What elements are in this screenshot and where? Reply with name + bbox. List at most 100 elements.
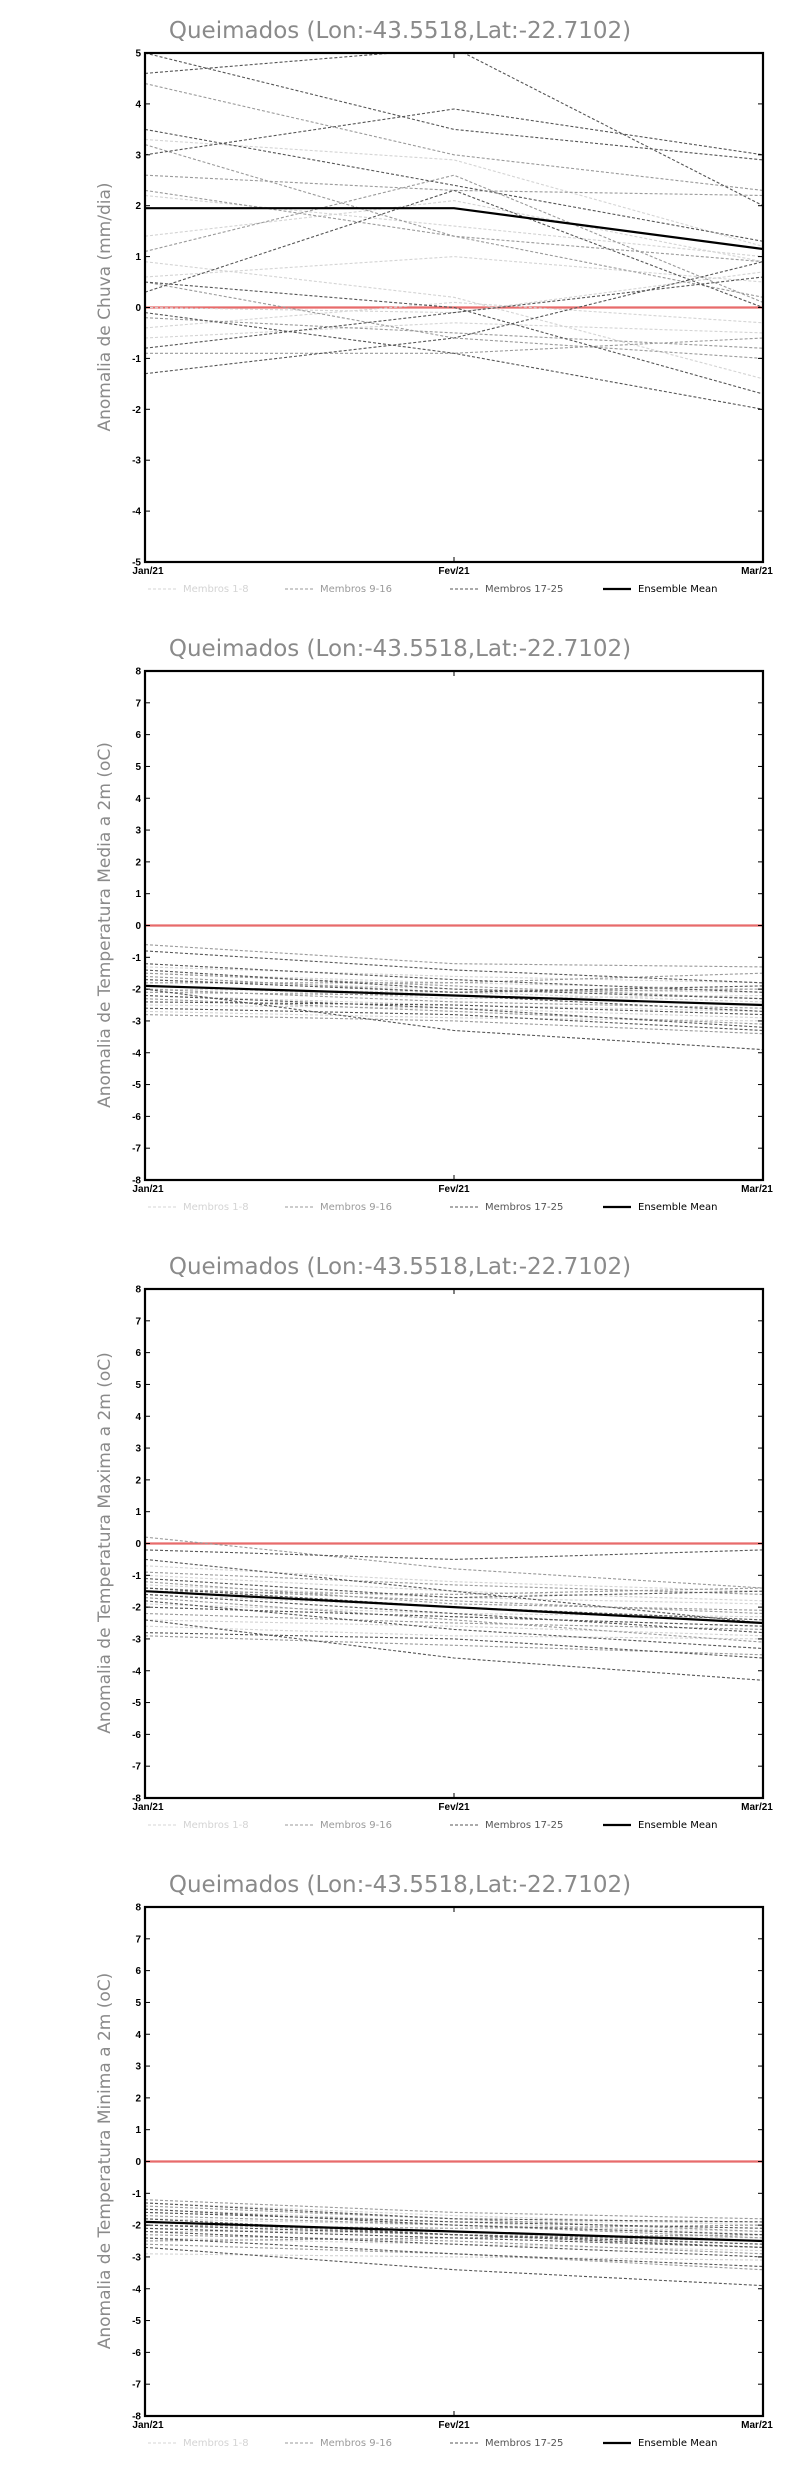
series-group: [145, 1536, 763, 1681]
series-line-group-3: [145, 2246, 763, 2287]
y-tick-label: 5: [135, 49, 141, 60]
series-line-group-3: [145, 2224, 763, 2245]
series-line-group-1: [145, 2211, 763, 2223]
series-line-group-3: [145, 1007, 763, 1032]
series-line-group-3: [145, 1549, 763, 1560]
x-tick-label: Jan/21: [132, 2420, 164, 2431]
series-line-group-2: [145, 998, 763, 1025]
series-line-group-1: [145, 2218, 763, 2233]
series-line-group-1: [145, 972, 763, 990]
series-line-group-1: [145, 1584, 763, 1605]
x-tick-label: Fev/21: [438, 1184, 470, 1195]
chart-panel-temperatura-media: Queimados (Lon:-43.5518,Lat:-22.7102) An…: [0, 618, 800, 1236]
series-line-group-2: [145, 2243, 763, 2271]
series-line-group-3: [145, 189, 763, 309]
chart-svg: Queimados (Lon:-43.5518,Lat:-22.7102) An…: [95, 1254, 773, 1831]
chart-svg: Queimados (Lon:-43.5518,Lat:-22.7102) An…: [95, 18, 773, 595]
series-line-group-1: [145, 194, 763, 258]
x-tick-label: Fev/21: [438, 2420, 470, 2431]
y-tick-label: -7: [132, 1144, 141, 1155]
y-tick-label: -3: [132, 1634, 141, 1645]
chart-title: Queimados (Lon:-43.5518,Lat:-22.7102): [169, 1254, 631, 1280]
legend-label: Membros 9-16: [320, 2438, 392, 2449]
y-tick-label: -8: [132, 1176, 141, 1187]
y-tick-label: 7: [135, 1934, 141, 1945]
y-tick-label: -7: [132, 2380, 141, 2391]
legend: Membros 1-8 Membros 9-16 Membros 17-25 Ense…: [148, 1820, 717, 1831]
y-tick-label: 5: [135, 762, 141, 773]
chart-svg: Queimados (Lon:-43.5518,Lat:-22.7102) An…: [95, 1872, 773, 2449]
series-line-group-1: [145, 2208, 763, 2236]
y-tick-label: 8: [135, 1903, 141, 1914]
y-tick-label: 4: [135, 99, 141, 110]
legend-label: Ensemble Mean: [638, 584, 717, 595]
y-tick-label: -2: [132, 985, 141, 996]
series-line-group-2: [145, 2215, 763, 2239]
legend-label: Membros 17-25: [485, 1820, 563, 1831]
y-tick-label: 2: [135, 1475, 141, 1486]
series-line-ensemble-mean: [145, 2220, 763, 2243]
series-line-group-3: [145, 128, 763, 242]
series-line-group-1: [145, 261, 763, 380]
series-line-group-3: [145, 2202, 763, 2223]
y-tick-label: 8: [135, 1285, 141, 1296]
legend: Membros 1-8 Membros 9-16 Membros 17-25 Ense…: [148, 584, 717, 595]
series-line-group-2: [145, 1536, 763, 1589]
y-tick-label: 4: [135, 1412, 141, 1423]
y-tick-label: -6: [132, 1730, 141, 1741]
series-line-group-2: [145, 1597, 763, 1643]
series-line-group-2: [145, 975, 763, 993]
series-line-group-2: [145, 2234, 763, 2255]
legend-label: Membros 9-16: [320, 1202, 392, 1213]
plot-area: -5 -4 -3 -2 -1 0 1 2 3 4 5 Jan/21 Fev/21 Mar/21: [132, 49, 773, 578]
series-line-group-1: [145, 1625, 763, 1640]
y-axis-label: Anomalia de Temperatura Maxima a 2m (oC): [95, 1352, 115, 1734]
series-line-group-1: [145, 256, 763, 283]
y-tick-label: 0: [135, 921, 141, 932]
y-tick-label: -6: [132, 1112, 141, 1123]
series-line-ensemble-mean: [145, 984, 763, 1007]
legend: Membros 1-8 Membros 9-16 Membros 17-25 Ense…: [148, 2438, 717, 2449]
y-tick-label: 1: [135, 2125, 141, 2136]
series-line-group-3: [145, 1619, 763, 1681]
series-line-group-2: [145, 1587, 763, 1615]
series-line-group-2: [145, 174, 763, 303]
legend-label: Membros 1-8: [183, 584, 249, 595]
series-line-group-3: [145, 985, 763, 1012]
series-group: [145, 2160, 763, 2287]
series-line-group-1: [145, 301, 763, 329]
y-tick-label: 6: [135, 1348, 141, 1359]
y-tick-label: -1: [132, 354, 141, 365]
chart-title: Queimados (Lon:-43.5518,Lat:-22.7102): [169, 636, 631, 662]
series-line-group-1: [145, 1574, 763, 1602]
legend-label: Membros 9-16: [320, 584, 392, 595]
y-tick-label: 2: [135, 857, 141, 868]
series-line-group-3: [145, 1600, 763, 1650]
x-tick-label: Mar/21: [741, 566, 773, 577]
series-line-group-3: [145, 1632, 763, 1659]
y-tick-label: -4: [132, 2284, 141, 2295]
y-tick-label: 5: [135, 1380, 141, 1391]
series-line-group-3: [145, 1577, 763, 1599]
y-axis-label: Anomalia de Temperatura Minima a 2m (oC): [95, 1973, 115, 2350]
y-tick-label: 3: [135, 826, 141, 837]
legend-label: Membros 17-25: [485, 2438, 563, 2449]
y-tick-label: -8: [132, 1794, 141, 1805]
y-tick-label: 3: [135, 150, 141, 161]
legend-label: Membros 17-25: [485, 584, 563, 595]
series-line-group-1: [145, 985, 763, 1000]
x-tick-label: Jan/21: [132, 1802, 164, 1813]
legend-label: Membros 1-8: [183, 2438, 249, 2449]
x-tick-label: Mar/21: [741, 1802, 773, 1813]
series-line-group-3: [145, 281, 763, 395]
y-tick-label: -4: [132, 1048, 141, 1059]
series-line-group-1: [145, 322, 763, 339]
series-line-group-2: [145, 1014, 763, 1035]
legend-label: Membros 17-25: [485, 1202, 563, 1213]
y-tick-label: 2: [135, 2093, 141, 2104]
series-line-group-1: [145, 2230, 763, 2245]
legend: Membros 1-8 Membros 9-16 Membros 17-25 Ense…: [148, 1202, 717, 1213]
series-line-group-3: [145, 969, 763, 1000]
series-group: [145, 924, 763, 1051]
series-line-group-1: [145, 1619, 763, 1637]
